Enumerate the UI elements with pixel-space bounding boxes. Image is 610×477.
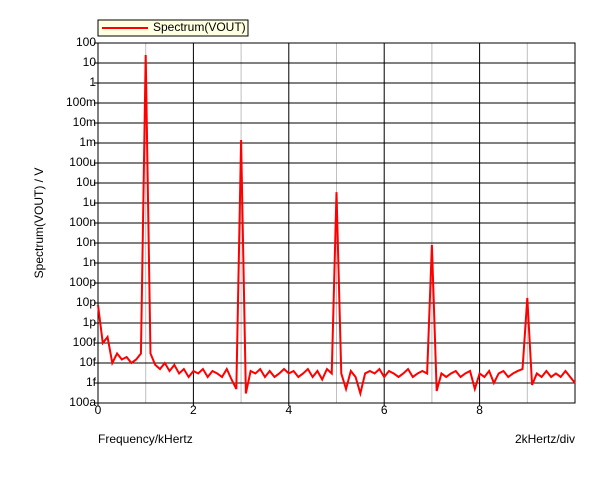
- x-axis-label: Frequency/kHertz: [98, 432, 193, 446]
- y-tick-label: 100u: [69, 155, 96, 169]
- y-tick-label: 1p: [83, 315, 97, 329]
- y-tick-label: 1m: [79, 135, 96, 149]
- x-tick-label: 6: [381, 403, 388, 417]
- y-tick-label: 100n: [69, 215, 96, 229]
- y-tick-label: 1: [89, 75, 96, 89]
- y-tick-label: 10: [83, 55, 97, 69]
- x-tick-label: 8: [476, 403, 483, 417]
- series-line: [97, 55, 576, 398]
- y-tick-label: 100f: [73, 335, 97, 349]
- y-tick-label: 10n: [76, 235, 96, 249]
- y-tick-label: 10p: [76, 295, 96, 309]
- y-tick-label: 10u: [76, 175, 96, 189]
- y-tick-label: 1n: [83, 255, 96, 269]
- y-tick-label: 10f: [79, 355, 96, 369]
- y-tick-label: 100a: [69, 395, 96, 409]
- y-tick-label: 1f: [86, 375, 97, 389]
- y-tick-label: 100p: [69, 275, 96, 289]
- plot-frame: [97, 42, 576, 404]
- y-axis-label: Spectrum(VOUT) / V: [32, 168, 46, 279]
- legend-label: Spectrum(VOUT): [153, 20, 246, 34]
- y-tick-label: 100m: [66, 95, 96, 109]
- legend-box: [97, 19, 249, 37]
- y-tick-label: 10m: [73, 115, 96, 129]
- x-tick-label: 2: [190, 403, 197, 417]
- y-tick-label: 100: [76, 35, 96, 49]
- y-tick-label: 1u: [83, 195, 96, 209]
- annotation: 2kHertz/div: [515, 432, 575, 446]
- x-tick-label: 0: [95, 403, 102, 417]
- x-tick-label: 4: [285, 403, 292, 417]
